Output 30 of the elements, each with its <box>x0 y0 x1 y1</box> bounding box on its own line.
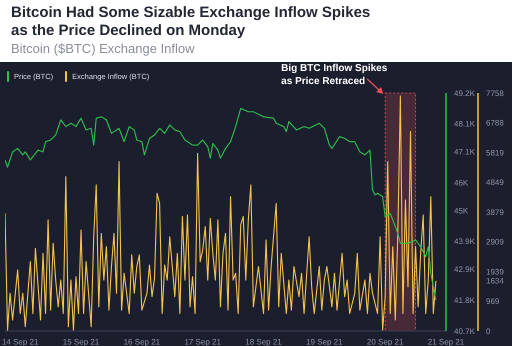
x-tick-label: 14 Sep 21 <box>2 338 39 346</box>
y2-tick-label: 6788 <box>486 118 504 128</box>
y-tick-label: 49.2K <box>454 88 476 98</box>
x-tick-label: 18 Sep 21 <box>245 338 282 346</box>
y-tick-label: 45K <box>454 206 469 216</box>
y-tick-label: 48.1K <box>454 120 476 129</box>
y-tick-label: 42.9K <box>454 265 476 274</box>
x-tick-label: 17 Sep 21 <box>184 338 222 346</box>
x-tick-label: 19 Sep 21 <box>306 338 344 346</box>
y-tick-label: 43.9K <box>454 237 476 246</box>
y-tick-label: 46K <box>454 178 469 188</box>
y-tick-label: 41.8K <box>454 296 476 306</box>
band-label: Big BTC Inflow Spikes as Price Retraced <box>281 63 388 87</box>
x-tick-label: 15 Sep 21 <box>62 338 100 346</box>
x-tick-label: 20 Sep 21 <box>366 338 404 346</box>
y2-tick-label: 2909 <box>486 238 504 247</box>
y-tick-label: 47.1K <box>454 148 476 157</box>
chart-title: Bitcoin Had Some Sizable Exchange Inflow Spikes as the Price Declined on Monday <box>11 4 372 40</box>
y2-tick-label: 1939 <box>486 267 504 276</box>
y2-tick-label: 0 <box>486 326 491 336</box>
y2-tick-label: 3879 <box>486 208 504 217</box>
y2-tick-label: 5819 <box>486 148 504 158</box>
y2-tick-label: 4849 <box>486 178 504 188</box>
y2-tick-label: 1634 <box>486 276 504 286</box>
chart-subtitle: Bitcoin ($BTC) Exchange Inflow <box>11 41 195 56</box>
x-tick-label: 21 Sep 21 <box>428 338 465 346</box>
y2-tick-label: 969 <box>486 297 500 306</box>
x-tick-label: 16 Sep 21 <box>124 338 161 346</box>
y2-tick-label: 7758 <box>486 88 504 98</box>
y-tick-label: 40.7K <box>454 326 476 336</box>
